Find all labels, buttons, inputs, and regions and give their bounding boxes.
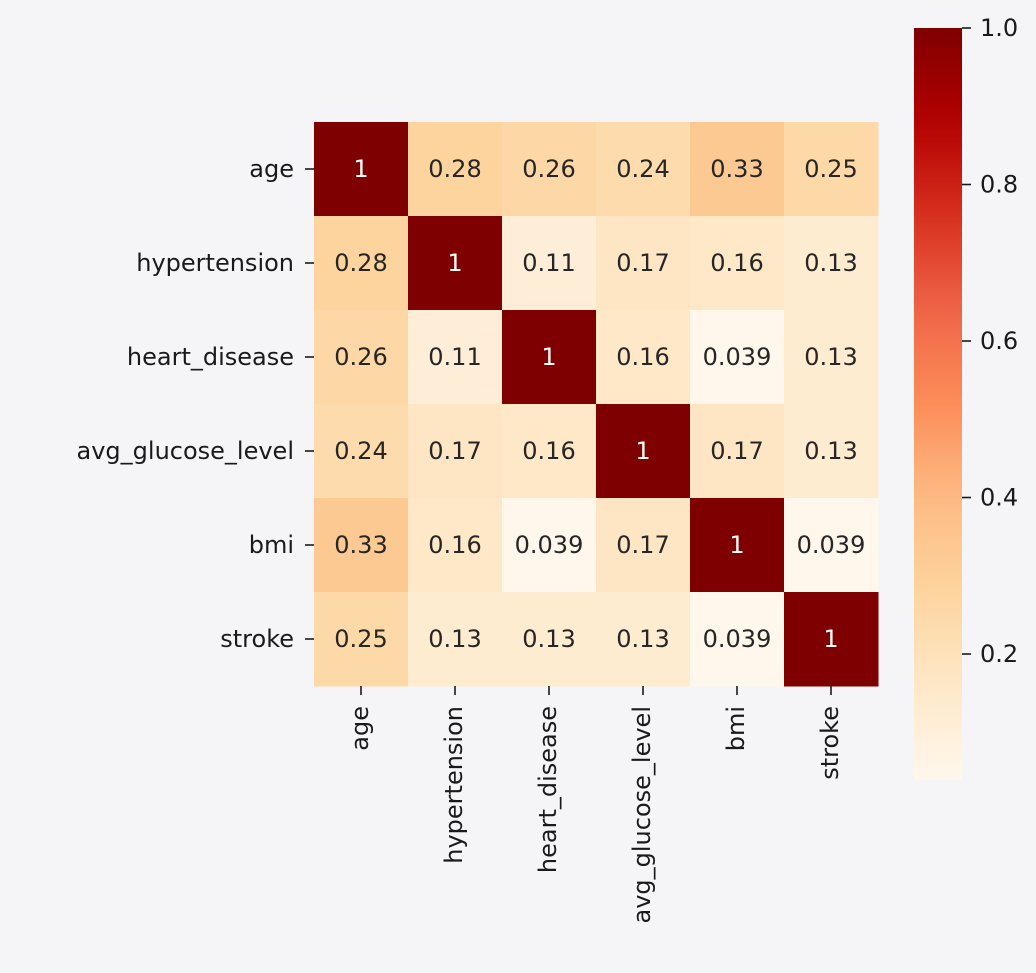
heatmap-cell-avg_glucose_level-stroke [784,404,879,499]
heatmap-cell-hypertension-age [314,216,409,311]
heatmap-cell-heart_disease-bmi [690,310,785,405]
cell-annotation: 0.24 [616,155,669,183]
cell-annotation: 1 [635,437,650,465]
y-tick-label: avg_glucose_level [77,437,294,465]
cell-annotation: 0.33 [710,155,763,183]
heatmap-cell-avg_glucose_level-avg_glucose_level [596,404,691,499]
cell-annotation: 0.039 [797,531,866,559]
heatmap-cell-heart_disease-age [314,310,409,405]
cell-annotation: 0.26 [522,155,575,183]
heatmap-cell-heart_disease-heart_disease [502,310,597,405]
cell-annotation: 0.039 [703,625,772,653]
cell-annotation: 1 [353,155,368,183]
cell-annotation: 1 [729,531,744,559]
cell-annotation: 0.13 [804,437,857,465]
heatmap-cell-age-bmi [690,122,785,217]
heatmap-cell-avg_glucose_level-age [314,404,409,499]
colorbar-tick-label: 0.8 [980,171,1018,199]
colorbar-tick-label: 0.2 [980,640,1018,668]
heatmap-cell-bmi-age [314,498,409,593]
heatmap-cell-age-stroke [784,122,879,217]
cell-annotation: 0.039 [703,343,772,371]
heatmap-cell-avg_glucose_level-bmi [690,404,785,499]
cell-annotation: 0.17 [710,437,763,465]
cell-annotation: 0.11 [522,249,575,277]
cell-annotation: 0.039 [515,531,584,559]
heatmap-cell-heart_disease-hypertension [408,310,503,405]
heatmap-cell-avg_glucose_level-hypertension [408,404,503,499]
cell-annotation: 0.33 [334,531,387,559]
cell-annotation: 0.13 [616,625,669,653]
cell-annotation: 0.28 [428,155,481,183]
cell-annotation: 0.16 [522,437,575,465]
heatmap-cell-age-age [314,122,409,217]
heatmap-cell-hypertension-bmi [690,216,785,311]
cell-annotation: 0.16 [616,343,669,371]
x-tick-label: avg_glucose_level [628,706,656,923]
heatmap-cell-heart_disease-avg_glucose_level [596,310,691,405]
cell-annotation: 0.13 [522,625,575,653]
y-tick-label: heart_disease [127,343,294,371]
colorbar: 0.2 0.4 0.6 0.8 1.0 [914,14,1018,780]
heatmap-cell-bmi-hypertension [408,498,503,593]
cell-annotation: 0.25 [334,625,387,653]
heatmap-cell-age-hypertension [408,122,503,217]
cell-annotations: 1 0.28 0.26 0.24 0.33 0.25 0.28 1 0.11 0.17 0.16 0.… [334,155,865,653]
heatmap-cell-avg_glucose_level-heart_disease [502,404,597,499]
heatmap-cell-age-heart_disease [502,122,597,217]
cell-annotation: 0.26 [334,343,387,371]
heatmap-cell-stroke-avg_glucose_level [596,592,691,687]
x-tick-label: age [346,706,374,751]
cell-annotation: 0.13 [428,625,481,653]
cell-annotation: 1 [447,249,462,277]
heatmap-cell-stroke-hypertension [408,592,503,687]
cell-annotation: 1 [541,343,556,371]
cell-annotation: 0.25 [804,155,857,183]
cell-annotation: 0.13 [804,249,857,277]
cell-annotation: 0.16 [710,249,763,277]
cell-annotation: 0.24 [334,437,387,465]
heatmap-cell-heart_disease-stroke [784,310,879,405]
cell-annotation: 1 [823,625,838,653]
colorbar-tick-label: 1.0 [980,14,1018,42]
heatmap-cell-age-avg_glucose_level [596,122,691,217]
heatmap-cell-bmi-bmi [690,498,785,593]
y-axis: age hypertension heart_disease avg_glucose_… [77,155,314,653]
cell-annotation: 0.17 [616,249,669,277]
cell-annotation: 0.17 [428,437,481,465]
y-tick-label: stroke [220,625,294,653]
heatmap-cell-stroke-stroke [784,592,879,687]
heatmap-cells [314,122,879,687]
colorbar-tick-label: 0.6 [980,327,1018,355]
cell-annotation: 0.13 [804,343,857,371]
cell-annotation: 0.16 [428,531,481,559]
heatmap-cell-stroke-age [314,592,409,687]
colorbar-gradient [914,28,962,780]
x-tick-label: heart_disease [534,706,562,873]
heatmap-cell-bmi-avg_glucose_level [596,498,691,593]
cell-annotation: 0.11 [428,343,481,371]
x-tick-label: bmi [722,706,750,751]
colorbar-tick-label: 0.4 [980,484,1018,512]
heatmap-cell-hypertension-hypertension [408,216,503,311]
x-axis: age hypertension heart_disease avg_glucose_… [346,686,844,923]
x-tick-label: stroke [816,706,844,780]
heatmap-cell-bmi-stroke [784,498,879,593]
y-tick-label: age [249,155,294,183]
y-tick-label: hypertension [136,249,294,277]
heatmap-cell-hypertension-heart_disease [502,216,597,311]
heatmap-cell-hypertension-avg_glucose_level [596,216,691,311]
heatmap-cell-stroke-heart_disease [502,592,597,687]
cell-annotation: 0.28 [334,249,387,277]
cell-annotation: 0.17 [616,531,669,559]
x-tick-label: hypertension [440,706,468,864]
heatmap-cell-bmi-heart_disease [502,498,597,593]
heatmap-cell-stroke-bmi [690,592,785,687]
y-tick-label: bmi [249,531,294,559]
heatmap-cell-hypertension-stroke [784,216,879,311]
